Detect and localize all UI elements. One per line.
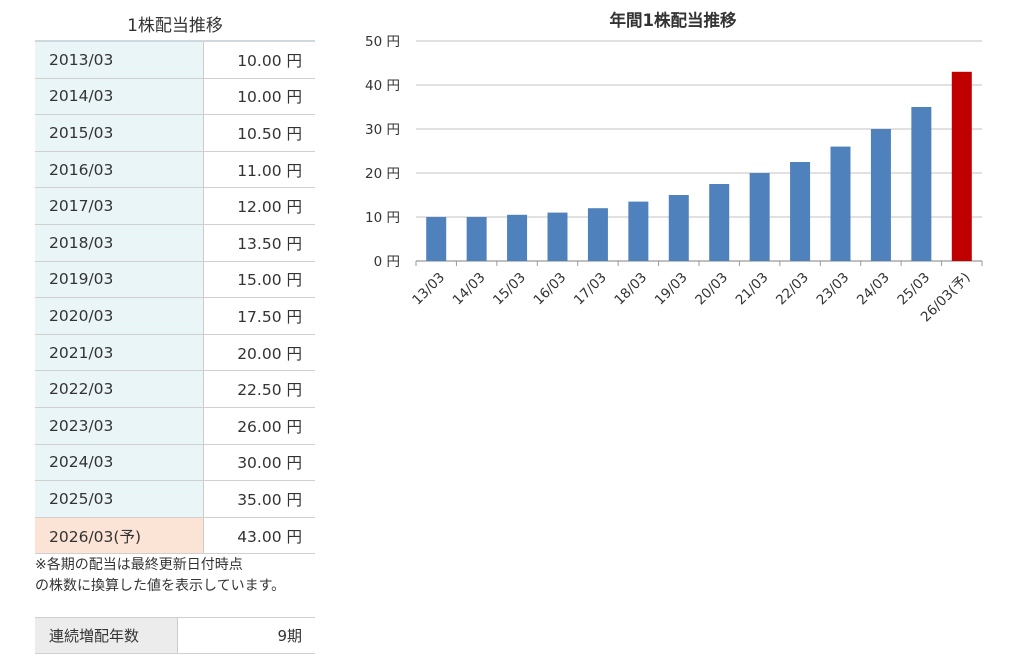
row-dividend: 10.00 円 [203, 41, 315, 79]
table-row: 2022/03 22.50 円 [35, 370, 315, 408]
row-year: 2020/03 [35, 297, 204, 335]
row-year: 2019/03 [35, 261, 204, 299]
row-dividend: 13.50 円 [203, 224, 315, 262]
chart-svg: 年間1株配当推移 0 円 10 円 20 円 30 円 40 円 50 円 13/03 14… [365, 10, 983, 325]
table-row: 2026/03(予) 43.00 円 [35, 517, 315, 555]
x-tick-label: 23/03 [814, 270, 853, 309]
x-tick-label: 17/03 [571, 270, 610, 309]
table-row: 2017/03 12.00 円 [35, 187, 315, 225]
table-row: 2019/03 15.00 円 [35, 261, 315, 299]
bar [749, 173, 770, 261]
streak-row: 連続増配年数 9期 [35, 617, 315, 655]
table-row: 2015/03 10.50 円 [35, 114, 315, 152]
row-dividend: 30.00 円 [203, 444, 315, 482]
row-dividend: 43.00 円 [203, 517, 315, 555]
row-year: 2014/03 [35, 78, 204, 116]
table-row: 2025/03 35.00 円 [35, 480, 315, 518]
row-dividend: 22.50 円 [203, 370, 315, 408]
row-dividend: 26.00 円 [203, 407, 315, 445]
row-dividend: 10.50 円 [203, 114, 315, 152]
row-year: 2018/03 [35, 224, 204, 262]
row-dividend: 11.00 円 [203, 151, 315, 189]
row-dividend: 12.00 円 [203, 187, 315, 225]
streak-value: 9期 [177, 617, 315, 655]
table-row: 2020/03 17.50 円 [35, 297, 315, 335]
note-line-2: の株数に換算した値を表示しています。 [35, 578, 286, 595]
bar [507, 214, 528, 261]
table-row: 2016/03 11.00 円 [35, 151, 315, 189]
bar [870, 129, 891, 261]
bar [668, 195, 689, 261]
row-dividend: 17.50 円 [203, 297, 315, 335]
row-year: 2026/03(予) [35, 517, 204, 555]
bar [951, 71, 972, 261]
streak-label: 連続増配年数 [35, 617, 178, 655]
streak-table: 連続増配年数 9期 [35, 617, 315, 655]
x-tick-label: 24/03 [854, 270, 893, 309]
x-tick-label: 22/03 [773, 270, 812, 309]
x-tick-label: 18/03 [611, 270, 650, 309]
table-title: 1株配当推移 [127, 16, 223, 36]
row-dividend: 35.00 円 [203, 480, 315, 518]
bar [466, 217, 487, 261]
x-tick-label: 13/03 [409, 270, 448, 309]
row-year: 2013/03 [35, 41, 204, 79]
x-axis-ticks: 13/03 14/03 15/03 16/03 17/03 18/03 19/03 20/03… [409, 261, 983, 325]
y-tick-label: 40 円 [365, 78, 400, 94]
table-row: 2021/03 20.00 円 [35, 334, 315, 372]
row-year: 2016/03 [35, 151, 204, 189]
x-tick-label: 15/03 [490, 270, 529, 309]
dividend-table-panel: 1株配当推移 2013/03 10.00 円 2014/03 10.00 円 2015/… [35, 0, 315, 655]
bar [709, 184, 730, 261]
note-line-1: ※各期の配当は最終更新日付時点 [35, 557, 243, 574]
x-tick-label: 14/03 [450, 270, 489, 309]
x-tick-label: 25/03 [894, 270, 933, 309]
bar [587, 208, 608, 261]
dividend-note: ※各期の配当は最終更新日付時点 の株数に換算した値を表示しています。 [35, 555, 315, 597]
row-dividend: 10.00 円 [203, 78, 315, 116]
bar [830, 146, 851, 261]
y-tick-label: 20 円 [365, 166, 400, 182]
row-year: 2017/03 [35, 187, 204, 225]
row-dividend: 15.00 円 [203, 261, 315, 299]
bar [426, 217, 447, 261]
table-row: 2023/03 26.00 円 [35, 407, 315, 445]
table-row: 2018/03 13.50 円 [35, 224, 315, 262]
bar [628, 201, 649, 261]
row-year: 2025/03 [35, 480, 204, 518]
bar [790, 162, 811, 261]
row-year: 2021/03 [35, 334, 204, 372]
x-tick-label: 16/03 [531, 270, 570, 309]
x-tick-label: 20/03 [692, 270, 731, 309]
table-row: 2014/03 10.00 円 [35, 78, 315, 116]
chart-title: 年間1株配当推移 [610, 10, 737, 30]
y-axis-ticks: 0 円 10 円 20 円 30 円 40 円 50 円 [365, 34, 400, 270]
table-row: 2024/03 30.00 円 [35, 444, 315, 482]
row-year: 2024/03 [35, 444, 204, 482]
row-year: 2023/03 [35, 407, 204, 445]
row-dividend: 20.00 円 [203, 334, 315, 372]
chart-bars [426, 71, 972, 261]
row-year: 2015/03 [35, 114, 204, 152]
x-tick-label: 19/03 [652, 270, 691, 309]
bar [547, 212, 568, 261]
chart-grid [416, 40, 982, 262]
y-tick-label: 50 円 [365, 34, 400, 50]
y-tick-label: 10 円 [365, 210, 400, 226]
y-tick-label: 30 円 [365, 122, 400, 138]
dividend-chart: 年間1株配当推移 0 円 10 円 20 円 30 円 40 円 50 円 13/03 14… [340, 0, 1020, 360]
x-tick-label: 21/03 [733, 270, 772, 309]
bar [911, 107, 932, 261]
y-tick-label: 0 円 [374, 254, 400, 270]
table-row: 2013/03 10.00 円 [35, 41, 315, 79]
dividend-table: 2013/03 10.00 円 2014/03 10.00 円 2015/03 10.50… [35, 40, 315, 555]
row-year: 2022/03 [35, 370, 204, 408]
